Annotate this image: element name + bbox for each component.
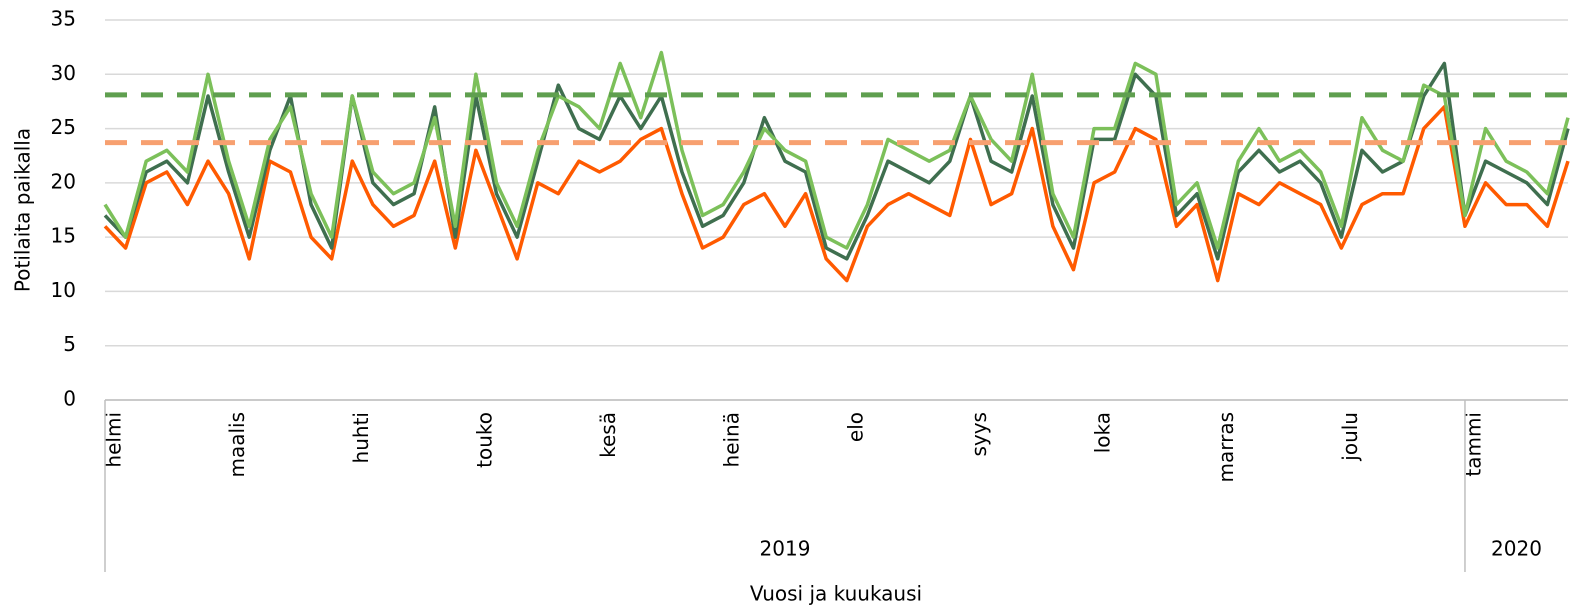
y-tick-label: 10 [51, 278, 76, 302]
x-tick-label: marras [1214, 412, 1238, 483]
x-tick-label: heinä [720, 412, 744, 467]
x-tick-label: joulu [1338, 412, 1362, 462]
x-tick-label: maalis [225, 412, 249, 478]
x-tick-label: elo [843, 412, 867, 442]
y-tick-label: 35 [51, 7, 76, 31]
y-tick-label: 0 [63, 387, 76, 411]
y-tick-label: 20 [51, 169, 76, 193]
x-tick-label: loka [1091, 412, 1115, 453]
x-tick-label: syys [967, 412, 991, 457]
series-line [103, 50, 1570, 250]
year-label: 2019 [760, 537, 811, 561]
x-axis-title: Vuosi ja kuukausi [750, 582, 922, 606]
y-axis-title: Potilaita paikalla [11, 128, 35, 292]
y-tick-label: 5 [63, 332, 76, 356]
series-line [103, 105, 1570, 283]
x-tick-label: huhti [349, 412, 373, 463]
x-tick-label: kesä [596, 412, 620, 458]
year-label: 2020 [1491, 537, 1542, 561]
y-tick-label: 25 [51, 115, 76, 139]
y-tick-label: 15 [51, 224, 76, 248]
x-tick-label: touko [472, 412, 496, 468]
y-tick-label: 30 [51, 61, 76, 85]
